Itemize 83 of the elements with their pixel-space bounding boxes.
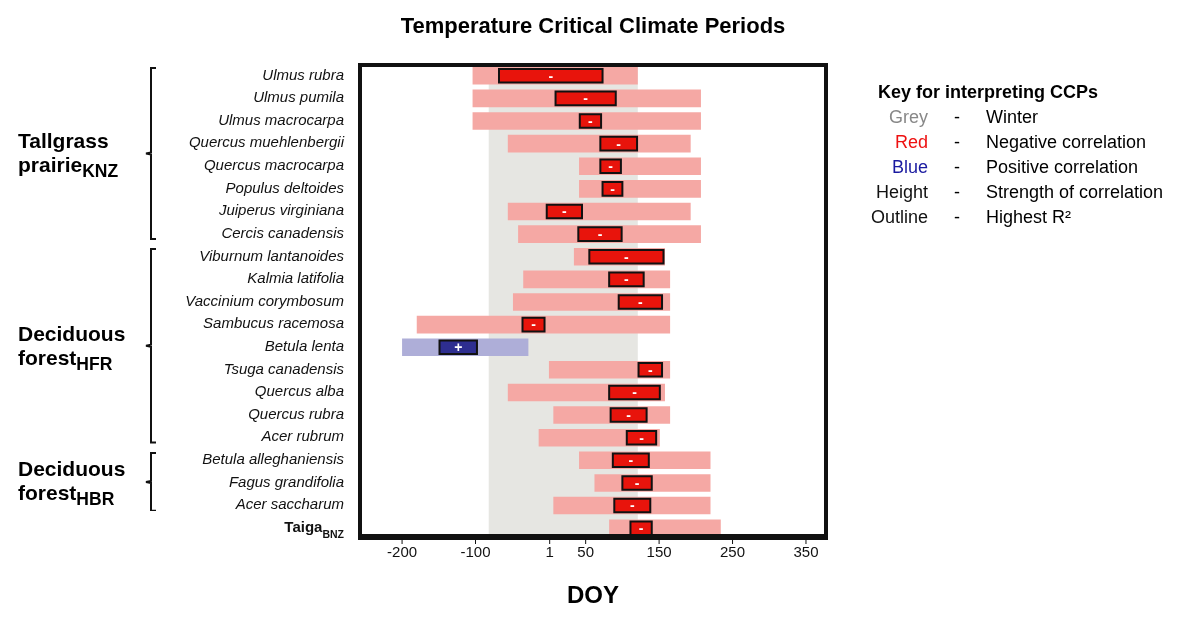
bar	[438, 339, 478, 355]
x-axis-title: DOY	[566, 581, 620, 609]
data-label: -	[634, 474, 640, 491]
x-tick-label: 350	[793, 542, 819, 560]
x-tick-label: -200	[387, 542, 418, 560]
bar	[578, 113, 603, 129]
data-label: -	[638, 293, 644, 310]
data-label: -	[616, 135, 622, 152]
y-tick-label: Ulmus pumila	[253, 88, 344, 106]
bar	[416, 315, 671, 334]
bar	[472, 112, 701, 130]
data-label: -	[597, 226, 603, 243]
y-tick-label: Sambucus racemosa	[203, 314, 344, 332]
data-label: -	[629, 497, 635, 514]
y-tick-label: Acer saccharum	[234, 495, 344, 513]
y-tick-label: Betula lenta	[264, 336, 344, 354]
y-tick-label: Acer rubrum	[260, 427, 344, 445]
legend-title: Key for interpreting CCPs	[878, 81, 1100, 104]
data-label: -	[548, 67, 554, 84]
x-tick-label: 50	[577, 542, 594, 560]
data-label: +	[454, 339, 463, 356]
text: Grey - Winter	[888, 107, 1039, 127]
data-label: -	[588, 112, 594, 129]
data-label: -	[626, 406, 632, 423]
text: Deciduous forest$_{HFR}$	[18, 321, 126, 374]
y-tick-label: Betula alleghaniensis	[202, 450, 345, 468]
y-tick-label: Quercus muehlenbergii	[188, 133, 345, 151]
x-tick-label: 1	[545, 542, 554, 560]
data-label: -	[610, 180, 616, 197]
text: Outline - Highest R²	[870, 207, 1072, 227]
y-tick-label: Kalmia latifolia	[247, 269, 344, 287]
bar	[609, 407, 648, 423]
bar	[637, 362, 664, 378]
data-label: -	[628, 452, 634, 469]
data-label: -	[531, 316, 537, 333]
y-tick-label: Ulmus rubra	[262, 65, 344, 83]
bar	[611, 452, 650, 469]
text: Deciduous forest$_{HBR}$	[18, 457, 126, 510]
y-tick-label: Fagus grandifolia	[228, 472, 344, 490]
data-label: -	[608, 158, 614, 175]
y-tick-label: Ulmus macrocarpa	[218, 110, 344, 128]
bar	[629, 520, 653, 536]
data-label: -	[638, 520, 644, 537]
bar	[617, 294, 664, 310]
y-tick-label: Viburnum lantanoides	[199, 246, 345, 264]
chart-title: Temperature Critical Climate Periods	[399, 13, 787, 39]
y-tick-label: Taiga$_{BNZ}$	[284, 517, 345, 540]
y-tick-label: Quercus alba	[254, 382, 344, 400]
data-label: -	[632, 384, 638, 401]
y-tick-label: Juiperus virginiana	[217, 201, 344, 219]
data-label: -	[624, 271, 630, 288]
y-tick-label: Cercis canadensis	[221, 223, 345, 241]
bar	[601, 181, 624, 197]
bar	[554, 90, 617, 107]
bar	[521, 316, 546, 333]
data-label: -	[562, 203, 568, 220]
bar	[608, 271, 645, 288]
text: Tallgrass prairie$_{KNZ}$	[18, 129, 119, 182]
bar	[545, 203, 583, 220]
x-tick-label: 250	[720, 542, 746, 560]
x-tick-label: -100	[460, 542, 491, 560]
data-label: -	[624, 248, 630, 265]
y-tick-label: Vaccinium corymbosum	[185, 291, 344, 309]
bar	[625, 429, 658, 446]
x-tick-label: 150	[646, 542, 672, 560]
bar	[599, 135, 639, 152]
text: Red - Negative correlation	[894, 132, 1147, 152]
y-tick-label: Quercus macrocarpa	[203, 156, 344, 174]
bar	[613, 497, 652, 514]
data-label: -	[583, 90, 589, 107]
y-tick-label: Tsuga canadensis	[223, 359, 345, 377]
y-tick-label: Quercus rubra	[248, 404, 344, 422]
data-label: -	[639, 429, 645, 446]
bar	[608, 384, 661, 401]
bar	[599, 158, 622, 175]
bar	[577, 226, 623, 242]
bar	[621, 475, 653, 491]
text: Blue - Positive correlation	[891, 157, 1139, 177]
y-tick-label: Populus deltoides	[225, 178, 345, 196]
text: Height - Strength of correlation	[875, 182, 1164, 202]
data-label: -	[647, 361, 653, 378]
bar	[588, 248, 665, 265]
bar	[498, 68, 604, 84]
